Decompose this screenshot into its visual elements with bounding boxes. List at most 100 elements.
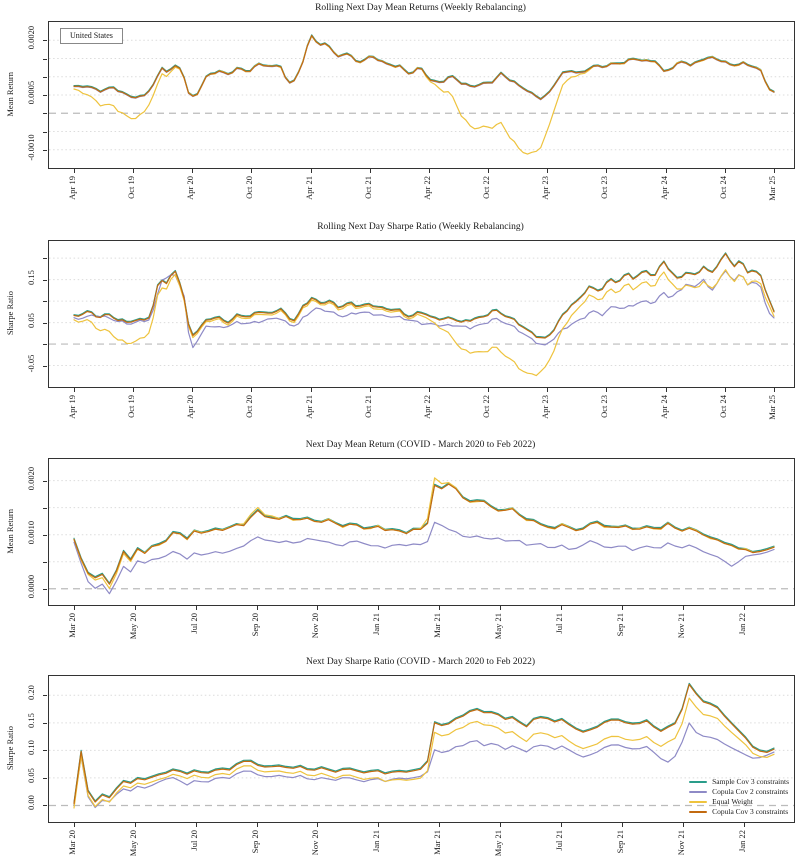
y-tick-label: -0.05 — [26, 354, 36, 377]
x-tick-label-text: Oct 22 — [481, 176, 492, 199]
x-tick-label-text: Apr 21 — [303, 395, 314, 419]
x-tick-label-text: Apr 21 — [303, 176, 314, 200]
x-tick-label-text: Nov 21 — [675, 613, 686, 639]
y-axis-label-text: Mean Return — [4, 508, 15, 554]
country-label-box: United States — [60, 28, 123, 44]
series-line-orange — [73, 483, 775, 585]
legend-item: Equal Weight — [689, 797, 789, 807]
legend: Sample Cov 3 constraints Copula Cov 2 con… — [689, 777, 789, 817]
y-tick-label: 0.0000 — [26, 575, 36, 603]
x-tick-mark — [74, 388, 75, 392]
chart-panel-rolling-sharpe-ratio: Rolling Next Day Sharpe Ratio (Weekly Re… — [0, 219, 798, 437]
x-tick-mark — [560, 606, 562, 610]
x-tick-label-text: Oct 22 — [481, 395, 492, 418]
x-tick-mark — [192, 388, 194, 392]
plot-area — [48, 240, 795, 388]
x-tick-mark — [317, 823, 319, 827]
x-tick-label: Apr 24 — [659, 395, 669, 424]
x-tick-label-text: Nov 20 — [310, 830, 321, 856]
x-tick-label-text: Mar 20 — [67, 613, 77, 638]
y-tick-label: 0.0005 — [26, 81, 36, 109]
y-tick-label-text: -0.0010 — [26, 134, 36, 161]
x-tick-label: Oct 19 — [126, 395, 137, 423]
y-tick-mark — [43, 113, 47, 115]
legend-item: Copula Cov 2 constraints — [689, 787, 789, 797]
x-tick-label-text: Apr 22 — [421, 395, 432, 419]
x-tick-label-text: Apr 19 — [67, 176, 77, 200]
y-tick-mark — [43, 588, 47, 590]
series-line-teal — [73, 682, 775, 804]
x-tick-mark — [317, 606, 319, 610]
x-tick-label-text: Mar 21 — [432, 613, 443, 638]
x-tick-label-text: Oct 19 — [126, 395, 137, 418]
x-tick-label-text: Apr 23 — [540, 176, 551, 200]
y-axis-label: Sharpe Ratio — [4, 240, 16, 386]
y-tick-mark — [43, 365, 47, 367]
x-tick-mark — [133, 388, 135, 392]
x-tick-mark — [665, 169, 667, 173]
y-axis-label: Sharpe Ratio — [4, 675, 16, 821]
x-tick-mark — [606, 388, 608, 392]
y-tick-mark — [43, 344, 47, 346]
x-tick-label: Jul 21 — [554, 830, 564, 856]
x-tick-mark — [500, 823, 502, 827]
x-tick-label: Mar 21 — [432, 613, 443, 643]
x-tick-mark — [378, 606, 380, 610]
y-tick-label: 0.0020 — [26, 466, 36, 494]
y-tick-label-text: 0.10 — [26, 740, 36, 756]
x-tick-label-text: Sep 21 — [614, 830, 625, 854]
y-axis-label-text: Mean Return — [4, 71, 15, 117]
y-tick-label-text: 0.00 — [26, 795, 36, 811]
series-line-orange — [73, 35, 775, 100]
y-tick-label: 0.0020 — [26, 26, 36, 54]
x-tick-label-text: Oct 24 — [717, 176, 728, 199]
x-tick-label-text: Jan 22 — [736, 830, 747, 852]
x-tick-label-text: Oct 21 — [362, 395, 373, 418]
y-tick-mark — [43, 40, 47, 42]
x-tick-label: Mar 25 — [767, 176, 777, 206]
x-tick-mark — [682, 823, 684, 827]
legend-swatch — [689, 810, 708, 814]
x-tick-mark — [743, 606, 745, 610]
x-tick-label: Apr 21 — [303, 395, 314, 424]
x-tick-mark — [488, 388, 490, 392]
x-tick-label-text: May 21 — [493, 613, 504, 640]
x-tick-mark — [665, 388, 667, 392]
x-tick-mark — [133, 169, 135, 173]
x-tick-label: Apr 22 — [421, 395, 432, 424]
x-tick-label-text: Apr 23 — [540, 395, 551, 419]
x-tick-mark — [195, 606, 197, 610]
x-tick-mark — [500, 606, 502, 610]
y-axis-label-text: Sharpe Ratio — [4, 290, 15, 336]
x-tick-label-text: Sep 20 — [249, 613, 260, 637]
legend-item: Copula Cov 3 constraints — [689, 807, 789, 817]
x-tick-label-text: Oct 21 — [362, 176, 373, 199]
y-tick-label-text: 0.0020 — [26, 466, 36, 490]
y-tick-mark — [43, 507, 47, 509]
x-tick-mark — [195, 823, 197, 827]
series-line-teal — [73, 482, 775, 584]
x-tick-label: Apr 22 — [421, 176, 432, 205]
x-tick-label: Oct 23 — [599, 176, 609, 204]
x-tick-label: Apr 23 — [540, 395, 551, 424]
y-tick-mark — [43, 131, 47, 133]
y-tick-label: -0.0010 — [26, 134, 36, 165]
y-tick-label-text: 0.05 — [26, 767, 36, 783]
x-tick-label: Mar 20 — [67, 613, 77, 643]
chart-canvas — [49, 682, 794, 809]
y-tick-label-text: -0.05 — [26, 354, 36, 372]
x-tick-mark — [134, 823, 136, 827]
x-tick-label: Nov 21 — [676, 830, 686, 860]
y-axis-label-text: Sharpe Ratio — [4, 725, 15, 771]
x-tick-label: Apr 19 — [67, 395, 77, 424]
x-tick-label: Jan 21 — [371, 830, 381, 857]
series-line-teal — [73, 34, 775, 100]
x-tick-label: Sep 20 — [250, 830, 260, 858]
x-tick-label: Oct 24 — [717, 176, 728, 204]
x-tick-mark — [621, 823, 623, 827]
x-tick-mark — [192, 169, 194, 173]
x-tick-label: Oct 20 — [244, 395, 254, 423]
x-tick-label-text: Apr 22 — [421, 176, 432, 200]
x-tick-mark — [606, 169, 608, 173]
y-tick-mark — [43, 258, 47, 260]
